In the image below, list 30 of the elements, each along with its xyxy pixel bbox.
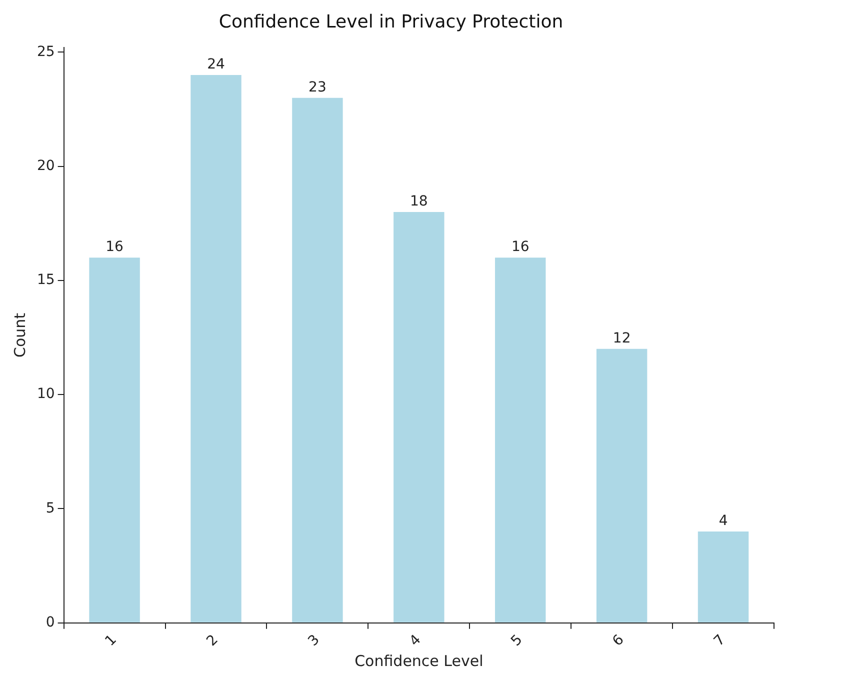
x-axis-title: Confidence Level bbox=[354, 652, 484, 670]
bar bbox=[698, 532, 749, 622]
bar bbox=[292, 98, 343, 622]
bar bbox=[394, 212, 444, 622]
data-label: 18 bbox=[410, 194, 428, 210]
y-tick-label: 0 bbox=[46, 614, 55, 630]
x-tick-label: 6 bbox=[610, 632, 628, 650]
y-axis-title: Count bbox=[10, 312, 29, 358]
y-tick-label: 15 bbox=[36, 272, 55, 288]
x-tick-label: 2 bbox=[204, 632, 222, 650]
y-tick-label: 20 bbox=[36, 158, 55, 174]
bar bbox=[596, 348, 648, 622]
x-tick-label: 1 bbox=[102, 632, 120, 650]
y-tick-label: 5 bbox=[46, 500, 55, 516]
x-tick-label: 7 bbox=[711, 632, 729, 650]
data-label: 16 bbox=[106, 239, 124, 256]
x-tick-label: 3 bbox=[305, 632, 323, 650]
bar bbox=[190, 74, 242, 622]
x-tick-label: 5 bbox=[508, 632, 526, 650]
y-tick-label: 10 bbox=[36, 386, 55, 402]
data-label: 24 bbox=[207, 56, 225, 73]
data-label: 4 bbox=[718, 513, 728, 530]
y-tick-label: 25 bbox=[36, 44, 55, 60]
data-label: 12 bbox=[612, 330, 631, 347]
data-label: 16 bbox=[511, 239, 530, 256]
data-label: 23 bbox=[308, 79, 326, 96]
chart-title: Confidence Level in Privacy Protection bbox=[218, 11, 564, 32]
x-tick-label: 4 bbox=[406, 632, 424, 650]
bar bbox=[89, 258, 140, 622]
bar bbox=[495, 258, 546, 622]
